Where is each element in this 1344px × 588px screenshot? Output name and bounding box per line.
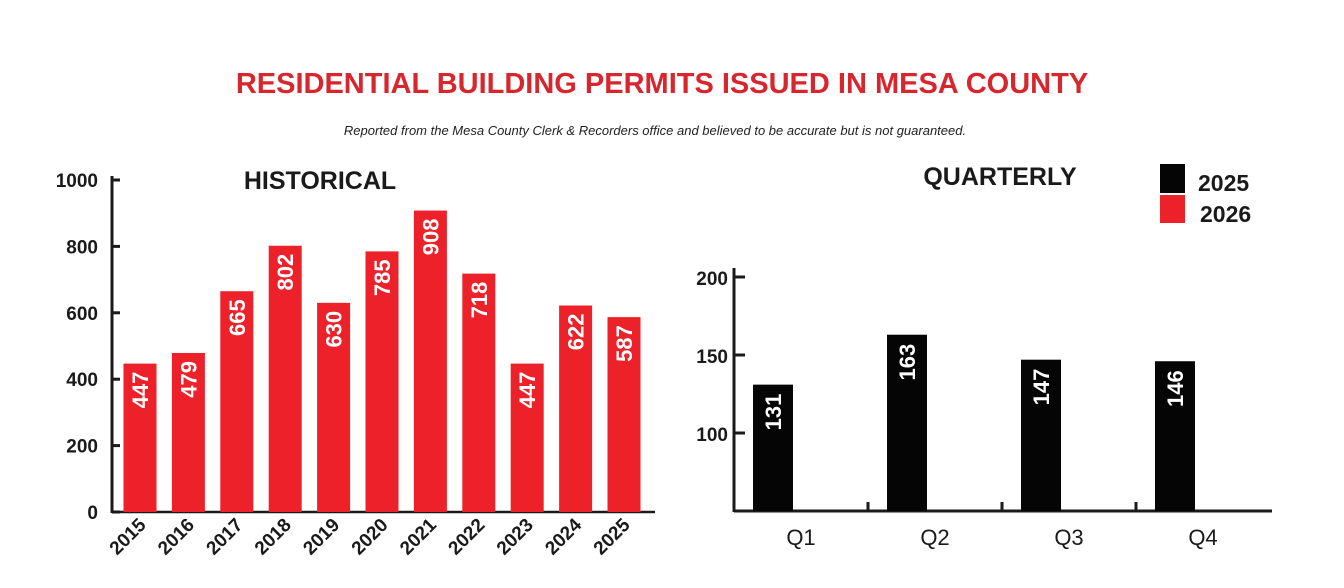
bar-Q3-2025 — [1021, 359, 1061, 511]
bar-2015 — [123, 363, 157, 512]
bar-2025 — [607, 317, 641, 512]
data-label: 630 — [322, 311, 347, 348]
x-tick-label: 2023 — [493, 515, 538, 560]
historical-title: HISTORICAL — [244, 167, 396, 195]
bar-2022 — [462, 273, 496, 512]
y-tick-label: 150 — [696, 347, 728, 368]
legend-label-2025: 2025 — [1198, 170, 1249, 196]
x-tick-label: 2018 — [251, 515, 296, 560]
x-tick-label: 2017 — [203, 515, 248, 560]
x-tick-label: 2016 — [154, 515, 199, 560]
y-tick-label: 200 — [696, 269, 728, 290]
data-label: 908 — [418, 219, 443, 256]
bar-2021 — [413, 210, 447, 512]
y-tick-label: 0 — [87, 503, 98, 524]
y-tick-label: 100 — [696, 425, 728, 446]
y-tick-label: 800 — [66, 237, 98, 258]
bar-2020 — [365, 251, 399, 512]
bar-2019 — [317, 302, 351, 512]
y-tick-label: 600 — [66, 304, 98, 325]
x-tick-label: Q1 — [786, 525, 815, 550]
data-label: 785 — [370, 259, 395, 296]
data-label: 622 — [564, 313, 589, 350]
bar-Q4-2025 — [1155, 361, 1195, 511]
legend-label-2026: 2026 — [1200, 201, 1251, 227]
data-label: 447 — [515, 372, 540, 409]
x-tick-label: Q3 — [1054, 525, 1083, 550]
legend-swatch-2026 — [1160, 195, 1185, 223]
data-label: 587 — [612, 325, 637, 362]
x-tick-label: 2019 — [299, 515, 344, 560]
y-tick-label: 1000 — [56, 171, 98, 192]
x-tick-label: 2020 — [348, 515, 393, 560]
bar-2016 — [171, 352, 205, 512]
data-label: 665 — [225, 299, 250, 336]
x-tick-label: 2022 — [445, 515, 490, 560]
x-tick-label: Q4 — [1188, 525, 1217, 550]
data-label: 479 — [176, 361, 201, 398]
historical-chart: HISTORICAL 0 200 400 600 800 1000 447 2015 479 20… — [56, 167, 655, 559]
x-tick-label: 2024 — [541, 514, 586, 559]
data-label: 147 — [1029, 369, 1054, 406]
bar-2017 — [220, 291, 254, 512]
x-tick-label: 2015 — [106, 514, 151, 559]
legend-swatch-2025 — [1160, 164, 1185, 193]
bar-Q2-2025 — [887, 334, 927, 511]
data-label: 146 — [1163, 370, 1188, 407]
data-label: 163 — [895, 344, 920, 381]
data-label: 802 — [273, 254, 298, 291]
y-tick-label: 200 — [66, 437, 98, 458]
data-label: 718 — [467, 282, 492, 319]
quarterly-chart: QUARTERLY 2025 2026 100 150 200 Q1 131 Q2 163 Q… — [696, 163, 1272, 550]
quarterly-title: QUARTERLY — [923, 163, 1077, 191]
figure-subtitle: Reported from the Mesa County Clerk & Re… — [344, 123, 966, 138]
bar-2018 — [268, 245, 302, 512]
data-label: 447 — [128, 372, 153, 409]
x-tick-label: 2021 — [396, 514, 441, 559]
bar-2024 — [559, 305, 593, 512]
y-tick-label: 400 — [66, 370, 98, 391]
x-tick-label: Q2 — [920, 525, 949, 550]
bar-2023 — [510, 363, 544, 512]
figure-title: RESIDENTIAL BUILDING PERMITS ISSUED IN M… — [236, 68, 1088, 100]
bar-Q1-2025 — [753, 384, 793, 511]
x-tick-label: 2025 — [590, 514, 635, 559]
data-label: 131 — [761, 394, 786, 431]
